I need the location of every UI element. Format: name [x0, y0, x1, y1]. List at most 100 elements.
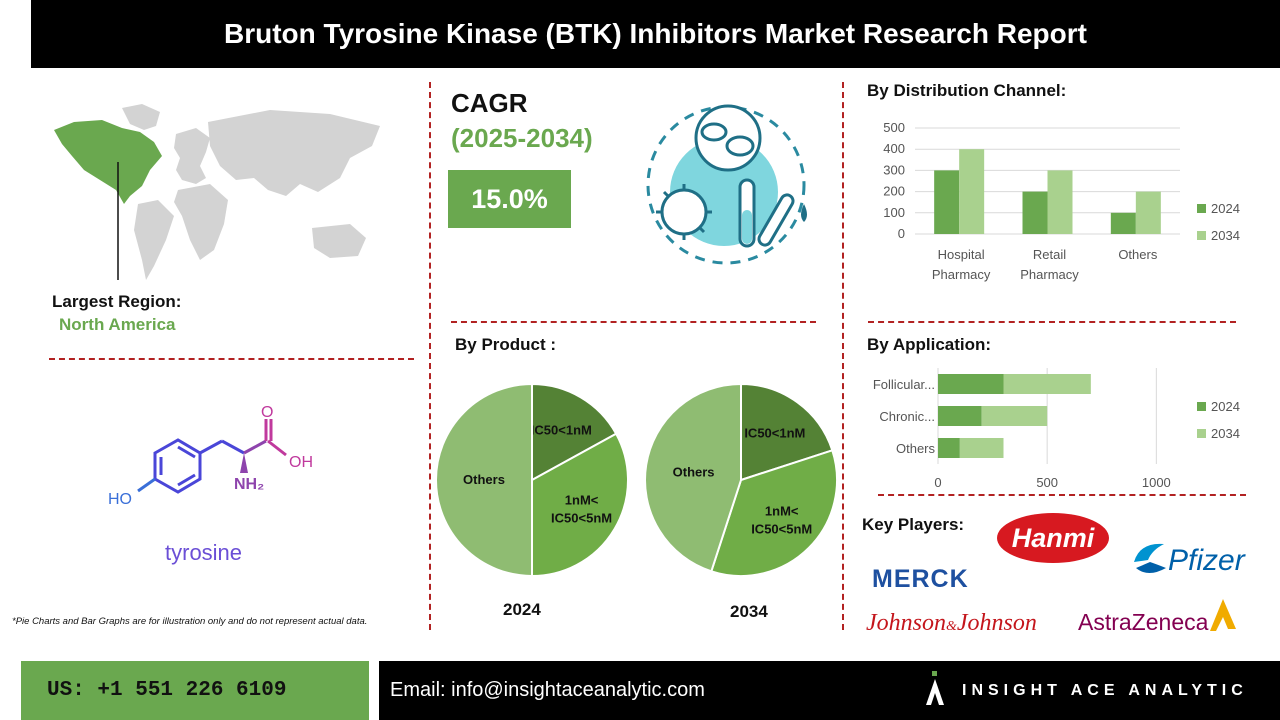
- nh2-label: NH₂: [234, 476, 264, 493]
- world-map: [54, 104, 380, 280]
- legend-swatch-2034: [1197, 231, 1206, 240]
- oh-label: OH: [289, 454, 313, 471]
- asia-shape: [208, 110, 380, 196]
- illustration-note: *Pie Charts and Bar Graphs are for illus…: [12, 616, 368, 627]
- legend-swatch-2024: [1197, 204, 1206, 213]
- legend-swatch-2034: [1197, 429, 1206, 438]
- carboxyl-bond: [243, 439, 267, 455]
- x-tick-label: Pharmacy: [932, 267, 991, 282]
- application-bar-chart: 0 500 1000 Follicular... Chronic... Others 202…: [873, 368, 1240, 490]
- y-tick-label: 0: [898, 226, 905, 241]
- x-tick-label: 1000: [1142, 475, 1171, 490]
- bar-2034: [1003, 374, 1091, 394]
- greenland-shape: [122, 104, 160, 130]
- molecule-name: tyrosine: [165, 540, 243, 565]
- pfizer-wordmark: Pfizer: [1168, 544, 1245, 577]
- pie-slice-label: Others: [463, 472, 505, 487]
- cell-2: [725, 135, 755, 157]
- report-title: Bruton Tyrosine Kinase (BTK) Inhibitors …: [31, 0, 1280, 68]
- y-tick-label: Others: [896, 441, 936, 456]
- africa-shape: [174, 184, 228, 260]
- distribution-title: By Distribution Channel:: [867, 81, 1067, 100]
- pie-slice: [435, 382, 533, 578]
- pie-slice: [710, 449, 838, 577]
- divider-vertical-left: [429, 82, 431, 630]
- y-tick-label: 200: [883, 184, 905, 199]
- largest-region-value: North America: [59, 315, 176, 334]
- bar-2034: [1047, 170, 1073, 234]
- droplet-icon: [801, 204, 807, 222]
- product-title: By Product :: [455, 335, 557, 354]
- pie-slice-label: IC50<1nM: [744, 425, 805, 440]
- europe-shape: [174, 128, 210, 184]
- divider-horizontal-middle: [451, 321, 816, 323]
- lab-illustration: [646, 104, 807, 265]
- bar-2024: [1110, 212, 1136, 234]
- y-tick-label: Chronic...: [879, 409, 935, 424]
- pfizer-swirl-icon: [1134, 543, 1166, 573]
- oxygen-label: O: [261, 405, 273, 421]
- pie-slice-label: IC50<5nM: [551, 510, 612, 525]
- pie-slice-label: IC50<1nM: [531, 422, 592, 437]
- x-tick-label: 500: [1036, 475, 1058, 490]
- legend-label-2034: 2034: [1211, 426, 1240, 441]
- pie-slice: [644, 382, 742, 573]
- pie-year-2034: 2034: [730, 602, 768, 621]
- north-america-shape: [54, 120, 162, 204]
- pie-slice-label: IC50<5nM: [751, 522, 812, 537]
- x-tick-label: Retail: [1033, 247, 1066, 262]
- x-tick-label: Others: [1118, 247, 1158, 262]
- insight-ace-logo-icon: [926, 671, 944, 705]
- pie-slice: [740, 382, 834, 482]
- test-tube-liquid: [742, 210, 752, 244]
- ho-label: HO: [108, 491, 132, 508]
- y-tick-label: 300: [883, 162, 905, 177]
- pipette-icon: [757, 193, 795, 247]
- product-pie-charts: IC50<1nM 1nM< IC50<5nM Others IC50<1nM 1nM< IC…: [435, 382, 838, 578]
- bar-2024: [938, 406, 982, 426]
- divider-horizontal-right-top: [868, 321, 1236, 323]
- divider-vertical-right: [842, 82, 844, 630]
- jnj-logo: Johnson&Johnson: [866, 610, 1037, 637]
- y-tick-label: 400: [883, 141, 905, 156]
- cagr-label: CAGR: [451, 88, 528, 118]
- side-chain-bond: [199, 439, 223, 455]
- distribution-bar-chart: 0 100 200 300 400 500 Hospital Pharmacy Retail Ph…: [883, 120, 1240, 282]
- bar-2024: [934, 170, 960, 234]
- divider-horizontal-right-bottom: [878, 494, 1246, 496]
- cell-1: [700, 122, 728, 142]
- south-america-shape: [134, 200, 174, 280]
- australia-shape: [312, 224, 366, 258]
- pie-slice-label: 1nM<: [565, 492, 599, 507]
- application-title: By Application:: [867, 335, 992, 354]
- pie-slice: [531, 432, 629, 578]
- pfizer-logo: Pfizer: [1130, 538, 1245, 584]
- jnj-right-word: Johnson: [956, 610, 1037, 636]
- largest-region-label: Largest Region:: [52, 292, 182, 311]
- bar-2024: [938, 438, 960, 458]
- legend-label-2024: 2024: [1211, 399, 1240, 414]
- legend-label-2024: 2024: [1211, 201, 1240, 216]
- footer-phone[interactable]: US: +1 551 226 6109: [21, 661, 369, 720]
- astrazeneca-wordmark: AstraZeneca: [1078, 609, 1209, 635]
- virus-spikes: [656, 184, 712, 240]
- benzene-ring: [153, 438, 202, 494]
- legend-label-2034: 2034: [1211, 228, 1240, 243]
- jnj-left-word: Johnson: [866, 610, 946, 636]
- footer-email[interactable]: Email: info@insightaceanalytic.com: [379, 661, 1280, 720]
- bar-2034: [1135, 191, 1161, 234]
- bar-2034: [959, 438, 1004, 458]
- key-players-title: Key Players:: [862, 515, 965, 534]
- astrazeneca-symbol-icon: [1210, 599, 1236, 631]
- cagr-years: (2025-2034): [451, 123, 593, 153]
- bar-2034: [981, 406, 1048, 426]
- divider-horizontal-left: [49, 358, 414, 360]
- pie-slice-label: 1nM<: [765, 504, 799, 519]
- bar-2024: [1022, 191, 1048, 234]
- y-tick-label: Follicular...: [873, 377, 935, 392]
- astrazeneca-logo: AstraZeneca: [1078, 597, 1243, 639]
- x-tick-label: Hospital: [938, 247, 985, 262]
- merck-logo: MERCK: [872, 565, 969, 593]
- pie-slice: [531, 382, 618, 482]
- hanmi-logo: Hanmi: [997, 513, 1109, 563]
